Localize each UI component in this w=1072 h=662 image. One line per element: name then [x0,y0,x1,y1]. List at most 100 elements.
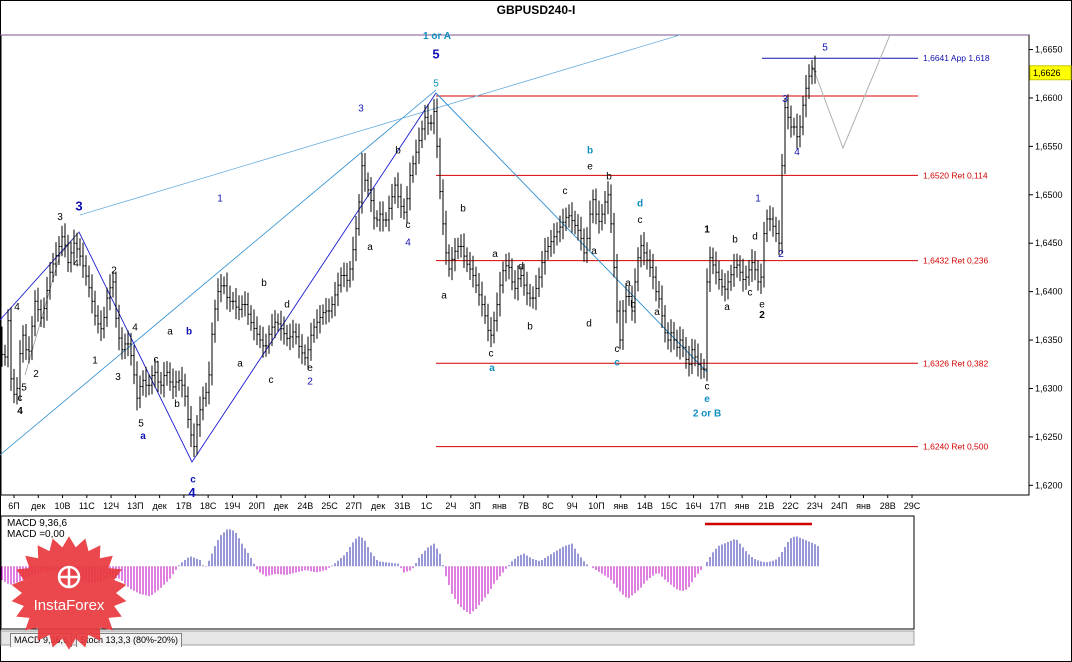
wave-label: c [638,215,643,226]
x-tick-label: дек [274,501,288,511]
wave-label: 4 [188,485,196,500]
y-tick-label: 1,6300 [1035,383,1063,393]
wave-label: b [732,234,738,245]
x-tick-label: 9Ч [567,501,578,511]
tab-stoch[interactable]: Stoch 13,3,3 (80%-20%) [76,633,183,647]
price-pane-frame [0,34,1030,496]
wave-label: c [190,475,196,486]
x-tick-label: 1С [421,501,433,511]
wave-label: c [18,393,23,404]
trend-line [79,34,681,216]
wave-label: a [625,278,631,289]
x-tick-label: 17П [710,501,726,511]
wave-label: b [527,322,533,333]
wave-label: c [614,357,620,368]
x-tick-label: 18С [200,501,217,511]
wave-label: a [441,291,447,302]
wave-label: b [606,171,612,182]
wave-label: c [489,349,494,360]
x-tick-label: янв [735,501,750,511]
macd-value-label: MACD =0,00 [7,529,65,540]
wave-label: 3 [358,104,364,115]
wave-label: d [518,261,524,272]
instaforex-logo: InstaForex [11,536,127,650]
wave-label: b [630,299,636,310]
wave-label: c [563,186,568,197]
logo-text: InstaForex [34,597,105,614]
wave-label: b [395,145,401,156]
x-tick-label: дек [153,501,167,511]
wave-label: 4 [17,406,23,417]
y-tick-label: 1,6500 [1035,190,1063,200]
wave-path [0,92,437,463]
x-tick-label: 6П [8,501,19,511]
wave-path [24,231,80,376]
wave-label: a [724,302,730,313]
x-tick-label: 27П [346,501,362,511]
x-tick-label: 24В [297,501,313,511]
wave-label: 1 [755,194,761,205]
x-tick-label: 12Ч [103,501,119,511]
wave-label: 5 [138,418,144,429]
wave-label: 2 or B [693,409,721,420]
wave-label: 1 [217,194,223,205]
wave-label: a [492,249,498,260]
x-tick-label: 17В [176,501,192,511]
wave-label: a [489,363,495,374]
y-tick-label: 1,6250 [1035,432,1063,442]
wave-label: 2 [111,265,117,276]
wave-label: c [748,288,753,299]
y-tick-label: 1,6450 [1035,238,1063,248]
chart-title: GBPUSD240-I [497,3,576,17]
fib-level-label: 1,6240 Ret 0,500 [923,442,988,452]
wave-label: b [460,203,466,214]
wave-label: c [705,382,710,393]
wave-label: c [615,344,620,355]
wave-label: 4 [794,147,800,158]
y-tick-label: 1,6550 [1035,141,1063,151]
x-tick-label: 25С [321,501,338,511]
x-tick-label: 19Ч [224,501,240,511]
x-tick-label: 2Ч [445,501,456,511]
wave-label: c [406,220,411,231]
y-tick-label: 1,6350 [1035,335,1063,345]
x-tick-label: 8С [542,501,554,511]
current-price-tag [1029,65,1072,81]
x-tick-label: 22С [782,501,799,511]
wave-label: d [284,299,290,310]
y-tick-label: 1,6650 [1035,45,1063,55]
x-tick-label: янв [492,501,507,511]
wave-label: 1 or A [423,31,451,42]
wave-label: c [269,375,274,386]
wave-label: e [704,394,710,405]
wave-label: a [167,326,173,337]
wave-label: 5 [21,383,27,394]
wave-label: b [174,399,180,410]
fib-level-label: 1,6432 Ret 0,236 [923,256,988,266]
macd-pane-frame [0,515,915,630]
wave-label: 5 [432,46,439,61]
x-tick-label: 10П [588,501,604,511]
wave-label: a [367,242,373,253]
wave-label: 5 [822,43,828,54]
x-tick-label: 23Ч [807,501,823,511]
x-tick-label: янв [856,501,871,511]
wave-label: 3 [57,212,63,223]
x-tick-label: 21В [758,501,774,511]
wave-label: 1 [92,355,98,366]
fib-level-label: 1,6326 Ret 0,382 [923,358,988,368]
x-tick-label: 3П [469,501,480,511]
wave-label: 4 [73,259,79,270]
y-tick-label: 1,6200 [1035,480,1063,490]
wave-label: b [261,278,267,289]
y-tick-label: 1,6400 [1035,287,1063,297]
x-tick-label: 13П [127,501,143,511]
wave-label: e [587,162,593,173]
wave-label: 3 [782,94,788,105]
wave-label: 1 [704,225,710,236]
wave-label: d [586,319,592,330]
wave-label: a [654,307,660,318]
x-tick-label: 16Ч [686,501,702,511]
